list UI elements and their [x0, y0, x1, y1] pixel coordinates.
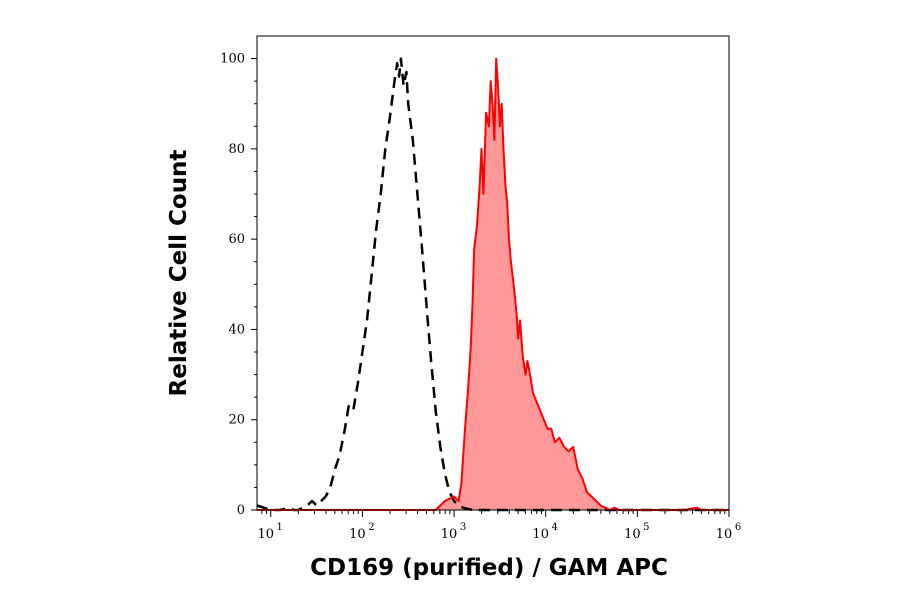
- x-tick-label-base: 10: [624, 527, 641, 542]
- series-2-fill: [257, 58, 729, 510]
- x-tick-label-base: 10: [257, 527, 274, 542]
- x-tick-label-base: 10: [532, 527, 549, 542]
- x-tick-label-exp: 4: [552, 522, 558, 533]
- x-tick-label-exp: 6: [735, 522, 741, 533]
- y-tick-label: 0: [237, 503, 245, 518]
- x-axis-title: CD169 (purified) / GAM APC: [310, 555, 668, 581]
- x-tick-label-exp: 5: [643, 522, 649, 533]
- y-tick-label: 40: [228, 322, 245, 337]
- y-tick-label: 20: [228, 413, 245, 428]
- y-tick-label: 100: [220, 52, 245, 67]
- series-1-line: [256, 57, 729, 512]
- y-axis-title: Relative Cell Count: [166, 150, 192, 397]
- x-tick-label-exp: 2: [368, 522, 374, 533]
- plot-area: [256, 57, 729, 512]
- x-tick-label-base: 10: [716, 527, 733, 542]
- x-tick-label-base: 10: [441, 527, 458, 542]
- x-tick-label-exp: 1: [277, 522, 283, 533]
- x-tick-label-exp: 3: [460, 522, 466, 533]
- y-tick-label: 60: [228, 232, 245, 247]
- x-tick-label-base: 10: [349, 527, 366, 542]
- plot-frame: [256, 35, 730, 511]
- series-2-line: [257, 57, 729, 511]
- y-tick-label: 80: [228, 142, 245, 157]
